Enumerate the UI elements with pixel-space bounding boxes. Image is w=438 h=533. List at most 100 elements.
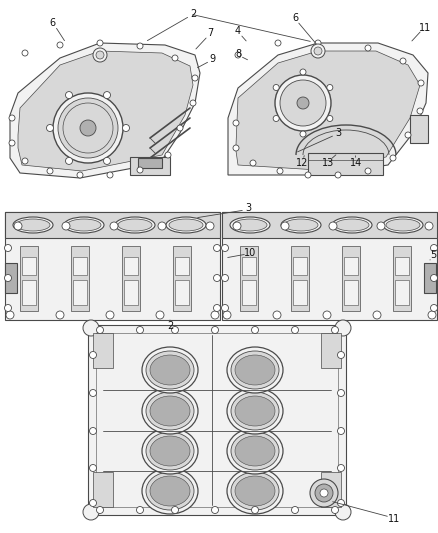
Circle shape: [96, 327, 103, 334]
Circle shape: [251, 506, 258, 513]
Circle shape: [58, 98, 118, 158]
Ellipse shape: [16, 219, 50, 231]
Bar: [175, 257, 189, 275]
Circle shape: [292, 506, 299, 513]
Circle shape: [338, 390, 345, 397]
Circle shape: [192, 75, 198, 81]
Circle shape: [250, 160, 256, 166]
Circle shape: [373, 311, 381, 319]
Circle shape: [172, 327, 179, 334]
Ellipse shape: [146, 432, 194, 470]
Ellipse shape: [118, 219, 152, 231]
Circle shape: [213, 274, 220, 281]
Bar: [122, 246, 140, 311]
Circle shape: [106, 311, 114, 319]
Circle shape: [212, 506, 219, 513]
Circle shape: [4, 304, 11, 311]
Circle shape: [273, 85, 279, 91]
Ellipse shape: [281, 217, 321, 233]
Circle shape: [96, 51, 104, 59]
Bar: [321, 472, 341, 507]
Ellipse shape: [150, 436, 190, 466]
Circle shape: [4, 245, 11, 252]
Text: 11: 11: [388, 514, 400, 524]
Bar: [293, 257, 307, 275]
Circle shape: [315, 40, 321, 46]
Circle shape: [212, 327, 219, 334]
Bar: [124, 280, 138, 305]
Circle shape: [211, 311, 219, 319]
Circle shape: [137, 327, 144, 334]
Bar: [342, 246, 360, 311]
Circle shape: [22, 50, 28, 56]
Ellipse shape: [146, 351, 194, 389]
Bar: [410, 115, 428, 143]
Ellipse shape: [142, 388, 198, 434]
Bar: [73, 280, 87, 305]
Circle shape: [4, 274, 11, 281]
Bar: [130, 157, 170, 175]
Text: 7: 7: [207, 28, 213, 38]
Circle shape: [223, 311, 231, 319]
Circle shape: [83, 504, 99, 520]
Ellipse shape: [227, 347, 283, 393]
Ellipse shape: [231, 392, 279, 430]
Ellipse shape: [150, 396, 190, 426]
Circle shape: [137, 43, 143, 49]
Circle shape: [47, 168, 53, 174]
Circle shape: [273, 116, 279, 122]
Ellipse shape: [150, 476, 190, 506]
Circle shape: [89, 499, 96, 506]
Text: 10: 10: [244, 248, 256, 258]
Bar: [124, 257, 138, 275]
Circle shape: [431, 245, 438, 252]
Circle shape: [323, 311, 331, 319]
Circle shape: [222, 245, 229, 252]
Ellipse shape: [383, 217, 423, 233]
Circle shape: [281, 222, 289, 230]
Ellipse shape: [231, 432, 279, 470]
Circle shape: [190, 100, 196, 106]
Circle shape: [335, 504, 351, 520]
Bar: [344, 280, 358, 305]
Circle shape: [222, 274, 229, 281]
Circle shape: [431, 304, 438, 311]
Bar: [93, 472, 113, 507]
Ellipse shape: [230, 217, 270, 233]
Circle shape: [292, 327, 299, 334]
Circle shape: [305, 172, 311, 178]
Circle shape: [233, 145, 239, 151]
Circle shape: [338, 427, 345, 434]
Circle shape: [9, 140, 15, 146]
Bar: [424, 263, 436, 293]
Circle shape: [57, 42, 63, 48]
Text: 3: 3: [335, 128, 341, 138]
Circle shape: [311, 44, 325, 58]
Circle shape: [417, 108, 423, 114]
Bar: [5, 212, 220, 320]
Bar: [96, 333, 338, 507]
Text: 2: 2: [167, 321, 173, 331]
Ellipse shape: [146, 472, 194, 510]
Ellipse shape: [231, 351, 279, 389]
Circle shape: [233, 120, 239, 126]
Circle shape: [66, 92, 73, 99]
Text: 8: 8: [235, 49, 241, 59]
Text: 6: 6: [292, 13, 298, 23]
Ellipse shape: [235, 476, 275, 506]
Bar: [22, 280, 36, 305]
Circle shape: [277, 168, 283, 174]
Circle shape: [335, 320, 351, 336]
Circle shape: [275, 40, 281, 46]
Bar: [71, 246, 89, 311]
Circle shape: [165, 152, 171, 158]
Circle shape: [89, 351, 96, 359]
Circle shape: [62, 222, 70, 230]
Circle shape: [97, 40, 103, 46]
Bar: [5, 212, 220, 238]
Ellipse shape: [64, 217, 104, 233]
Bar: [20, 246, 38, 311]
Ellipse shape: [166, 217, 206, 233]
Ellipse shape: [227, 428, 283, 474]
Circle shape: [89, 427, 96, 434]
